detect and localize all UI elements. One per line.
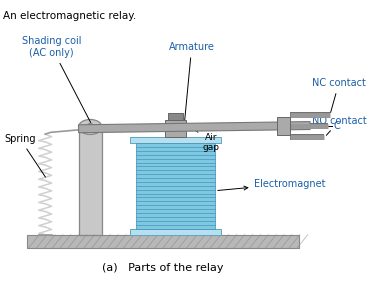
Bar bbox=[136, 143, 215, 229]
Text: Electromagnet: Electromagnet bbox=[218, 179, 326, 190]
Bar bbox=[130, 229, 221, 235]
Bar bbox=[130, 137, 221, 143]
Ellipse shape bbox=[78, 119, 102, 135]
Bar bbox=[168, 113, 183, 120]
Bar bbox=[166, 120, 185, 137]
Circle shape bbox=[87, 124, 94, 131]
Bar bbox=[277, 117, 290, 135]
Text: Shading coil
(AC only): Shading coil (AC only) bbox=[22, 36, 91, 123]
Text: Spring: Spring bbox=[4, 134, 46, 177]
Text: Armature: Armature bbox=[169, 42, 215, 120]
Text: NO contact: NO contact bbox=[312, 116, 367, 135]
Text: (a)   Parts of the relay: (a) Parts of the relay bbox=[102, 263, 224, 273]
Text: An electromagnetic relay.: An electromagnetic relay. bbox=[3, 11, 136, 21]
Bar bbox=[26, 235, 299, 248]
Text: NC contact: NC contact bbox=[312, 78, 366, 112]
Polygon shape bbox=[78, 121, 310, 133]
Bar bbox=[78, 127, 102, 235]
Text: Air
gap: Air gap bbox=[181, 120, 220, 152]
Text: C: C bbox=[333, 121, 340, 131]
